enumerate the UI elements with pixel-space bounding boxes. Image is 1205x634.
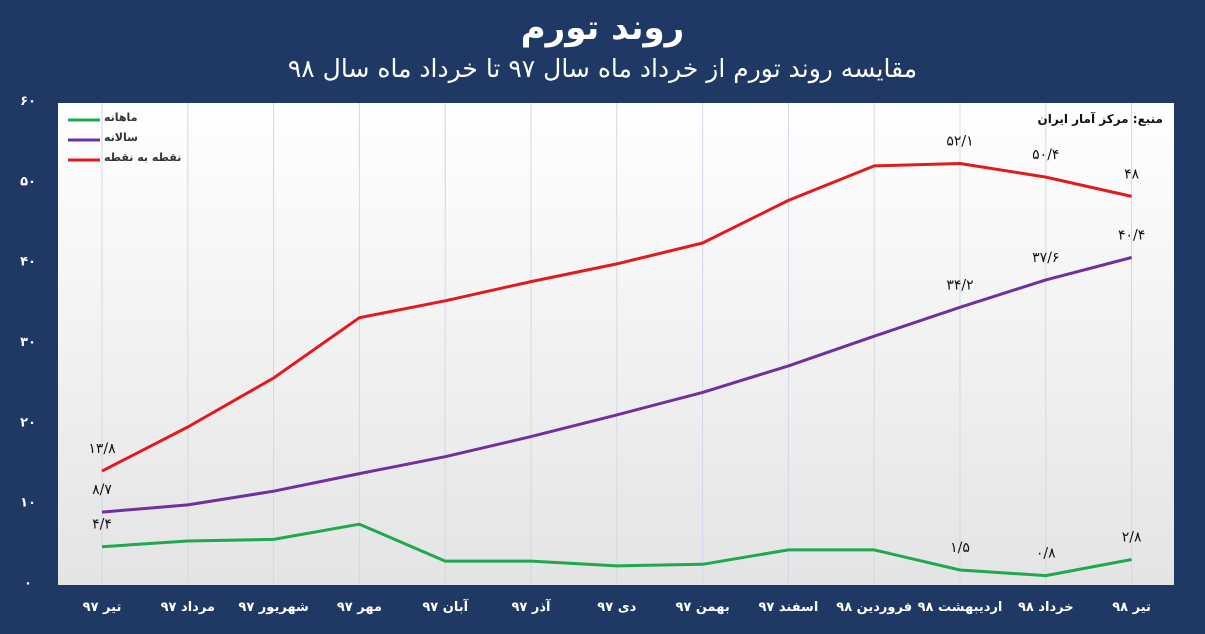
- x-tick-label: آذر ۹۷: [511, 598, 551, 615]
- data-label: ۵۰/۴: [1032, 147, 1059, 163]
- x-tick-label: اسفند ۹۷: [758, 600, 818, 615]
- series-line-0: [101, 522, 1132, 578]
- x-tick-label: تیر ۹۷: [83, 600, 122, 615]
- legend-label: سالانه: [104, 131, 138, 144]
- data-label: ۵۲/۱: [946, 133, 973, 149]
- y-tick-label: ۰: [24, 576, 32, 591]
- chart-title: روند تورم: [520, 8, 685, 48]
- y-tick-label: ۲۰: [20, 415, 36, 430]
- chart-subtitle: مقایسه روند تورم از خرداد ماه سال ۹۷ تا …: [287, 54, 918, 83]
- y-tick-label: ۱۰: [20, 496, 36, 511]
- x-tick-label: بهمن ۹۷: [675, 600, 729, 615]
- data-label: ۴۸: [1124, 166, 1140, 182]
- x-tick-label: مرداد ۹۷: [161, 600, 215, 615]
- x-tick-label: دی ۹۷: [597, 600, 636, 615]
- plot-area: [58, 103, 1174, 585]
- data-label: ۴۰/۴: [1118, 227, 1145, 243]
- x-tick-label: مهر ۹۷: [337, 600, 382, 615]
- data-label: ۴/۴: [92, 517, 112, 533]
- data-label: ۰/۸: [1036, 546, 1056, 562]
- data-label: ۲/۸: [1122, 530, 1142, 546]
- data-label: ۳۴/۲: [946, 277, 973, 293]
- y-tick-label: ۴۰: [20, 255, 36, 270]
- x-tick-label: فروردین ۹۸: [836, 600, 912, 615]
- data-label: ۱/۵: [950, 540, 970, 556]
- legend-label: نقطه به نقطه: [104, 151, 181, 164]
- x-tick-label: اردیبهشت ۹۸: [918, 600, 1003, 615]
- source-note: منبع: مرکز آمار ایران: [1038, 111, 1164, 126]
- data-label: ۱۳/۸: [88, 441, 116, 457]
- series-line-1: [101, 256, 1132, 514]
- y-tick-label: ۶۰: [20, 94, 36, 109]
- y-tick-label: ۳۰: [20, 335, 36, 350]
- data-label: ۳۷/۶: [1032, 250, 1059, 266]
- y-tick-label: ۵۰: [20, 174, 36, 189]
- data-label: ۸/۷: [92, 482, 112, 498]
- x-tick-label: خرداد ۹۸: [1018, 600, 1074, 615]
- series-line-2: [101, 162, 1132, 473]
- x-tick-label: آبان ۹۷: [422, 598, 468, 615]
- legend-label: ماهانه: [104, 111, 138, 124]
- x-tick-label: تیر ۹۸: [1112, 600, 1151, 615]
- x-tick-label: شهریور ۹۷: [238, 600, 308, 615]
